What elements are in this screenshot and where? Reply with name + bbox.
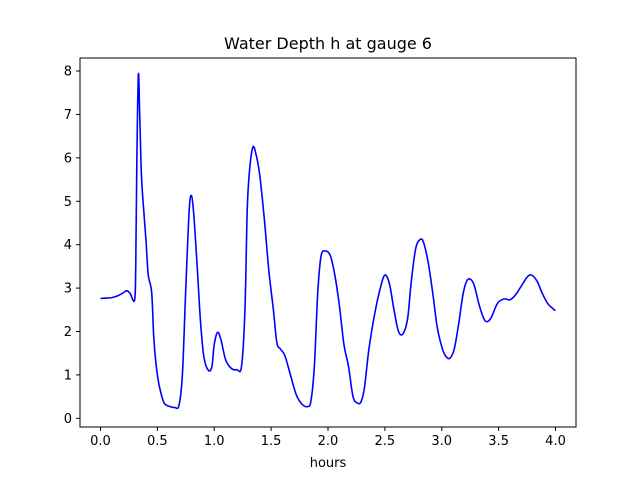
x-tick-label: 4.0 xyxy=(545,434,566,449)
x-axis-label: hours xyxy=(310,456,347,471)
y-tick-label: 4 xyxy=(64,238,72,253)
series-line-0 xyxy=(100,72,557,410)
chart-title: Water Depth h at gauge 6 xyxy=(224,34,432,53)
y-tick-label: 5 xyxy=(64,195,72,210)
x-tick-label: 3.5 xyxy=(488,434,509,449)
y-tick-label: 6 xyxy=(64,151,72,166)
x-tick-label: 0.0 xyxy=(90,434,111,449)
x-tick-label: 3.0 xyxy=(431,434,452,449)
y-tick-label: 3 xyxy=(64,282,72,297)
x-tick-label: 1.5 xyxy=(261,434,282,449)
y-axis: 0 1 2 3 4 5 6 7 8 xyxy=(64,65,80,427)
x-tick-label: 0.5 xyxy=(147,434,168,449)
x-tick-label: 1.0 xyxy=(204,434,225,449)
x-axis: 0.0 0.5 1.0 1.5 2.0 2.5 3.0 3.5 4.0 xyxy=(90,427,566,449)
y-tick-label: 8 xyxy=(64,65,72,80)
y-tick-label: 7 xyxy=(64,108,72,123)
x-tick-label: 2.5 xyxy=(375,434,396,449)
plot-area xyxy=(100,72,557,410)
y-tick-label: 0 xyxy=(64,412,72,427)
y-tick-label: 1 xyxy=(64,368,72,383)
x-tick-label: 2.0 xyxy=(318,434,339,449)
y-tick-label: 2 xyxy=(64,325,72,340)
